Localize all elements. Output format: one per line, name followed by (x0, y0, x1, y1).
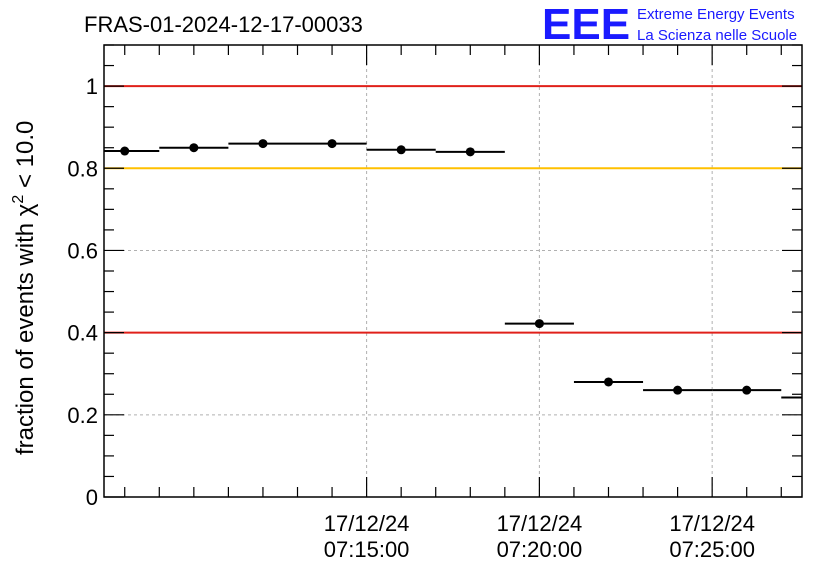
y-axis-title-exp: 2 (10, 195, 27, 204)
logo-mark: EEE (542, 0, 630, 49)
y-tick-label: 0.2 (67, 403, 98, 428)
x-tick-label-time: 07:20:00 (497, 537, 583, 562)
data-point (258, 139, 268, 149)
data-point (396, 145, 406, 155)
y-tick-label: 0.6 (67, 238, 98, 263)
data-point (673, 385, 683, 395)
x-tick-label-date: 17/12/24 (324, 511, 410, 536)
x-tick-label-date: 17/12/24 (669, 511, 755, 536)
x-tick-label-time: 07:25:00 (669, 537, 755, 562)
logo-line-2: La Scienza nelle Scuole (637, 27, 797, 44)
y-axis-title-chi: χ (12, 203, 39, 216)
eee-logo: EEE Extreme Energy Events La Scienza nel… (542, 0, 797, 49)
data-point (742, 385, 752, 395)
x-tick-label-time: 07:15:00 (324, 537, 410, 562)
data-point (189, 143, 199, 153)
data-point (327, 139, 337, 149)
y-tick-label: 0 (86, 485, 98, 510)
y-axis-title-tail: < 10.0 (12, 121, 39, 195)
axes: 00.20.40.60.8117/12/2407:15:0017/12/2407… (67, 44, 803, 562)
y-tick-label: 0.4 (67, 321, 98, 346)
data-point (465, 147, 475, 157)
data-point (534, 319, 544, 329)
y-axis-title-main: fraction of events with (12, 216, 39, 455)
data-series (104, 139, 802, 399)
data-point (603, 377, 613, 387)
x-tick-label-date: 17/12/24 (497, 511, 583, 536)
reference-lines (104, 85, 802, 334)
grid-lines (104, 45, 802, 497)
logo-line-1: Extreme Energy Events (637, 6, 795, 23)
y-axis-title: fraction of events with χ2 < 10.0 (10, 121, 39, 455)
plot-frame (103, 44, 803, 498)
data-point (120, 146, 130, 156)
y-tick-label: 1 (86, 74, 98, 99)
chart-title: FRAS-01-2024-12-17-00033 (84, 12, 363, 37)
y-tick-label: 0.8 (67, 156, 98, 181)
